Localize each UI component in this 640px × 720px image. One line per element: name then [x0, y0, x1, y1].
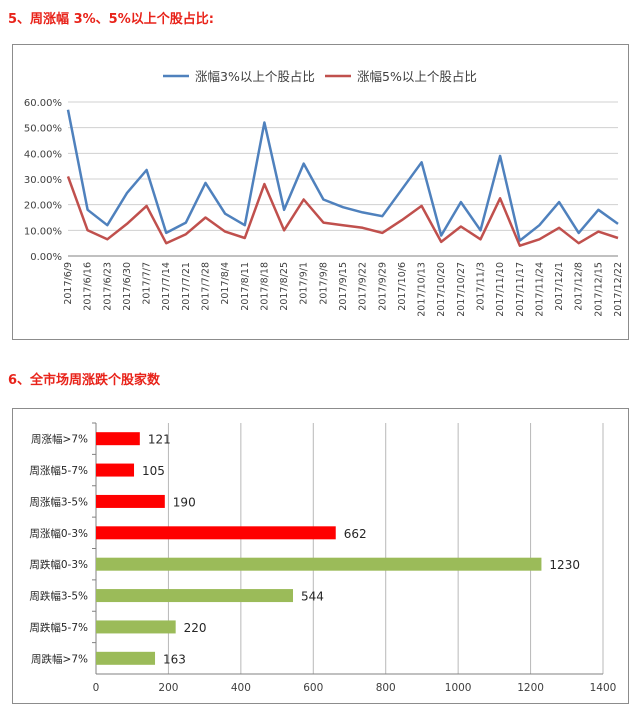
bar	[96, 651, 156, 665]
data-label: 163	[163, 652, 186, 666]
y-tick-label: 周涨幅>7%	[31, 433, 88, 446]
x-tick-label: 2017/9/22	[358, 262, 369, 311]
x-tick-label: 2017/11/24	[534, 262, 545, 317]
data-label: 220	[184, 621, 207, 635]
bar	[96, 526, 336, 540]
x-tick-label: 600	[303, 682, 323, 694]
line-chart: 0.00% 10.00% 20.00% 30.00% 40.00% 50.00% 60.00…	[24, 69, 624, 317]
x-tick-label: 2017/9/29	[377, 262, 388, 311]
x-tick-label: 2017/10/6	[397, 262, 408, 311]
data-label: 662	[344, 527, 367, 541]
line-chart-panel: 0.00% 10.00% 20.00% 30.00% 40.00% 50.00% 60.00…	[12, 44, 629, 340]
bar-chart: 0 200 400 600 800 1000 1200 1400 周涨幅>7% 121 周涨幅5-7…	[29, 422, 617, 694]
x-tick-label: 2017/7/14	[161, 262, 172, 311]
y-tick-label: 40.00%	[24, 149, 62, 160]
y-tick-label: 周跌幅5-7%	[29, 621, 88, 634]
y-tick-label: 周涨幅0-3%	[29, 527, 88, 540]
x-tick-label: 1200	[517, 682, 544, 694]
y-tick-label: 周涨幅5-7%	[29, 464, 88, 477]
x-tick-label: 2017/6/30	[122, 262, 133, 311]
bar	[96, 432, 140, 446]
y-tick-label: 20.00%	[24, 201, 62, 212]
x-tick-label: 400	[231, 682, 251, 694]
x-tick-label: 2017/6/23	[102, 262, 113, 311]
x-tick-label: 2017/7/21	[181, 262, 192, 311]
data-label: 544	[301, 590, 324, 604]
y-tick-label: 周跌幅>7%	[31, 652, 88, 665]
x-tick-label: 800	[376, 682, 396, 694]
x-tick-label: 2017/9/8	[318, 262, 329, 305]
bar	[96, 620, 176, 634]
x-tick-label: 0	[93, 682, 100, 694]
x-tick-label: 2017/12/22	[613, 262, 624, 317]
x-tick-label: 2017/6/16	[83, 262, 94, 311]
x-tick-label: 2017/11/10	[495, 262, 506, 317]
x-tick-label: 1400	[590, 682, 617, 694]
y-tick-label: 60.00%	[24, 98, 62, 109]
series-line-3pct	[66, 109, 619, 242]
x-tick-label: 2017/6/9	[63, 262, 74, 305]
y-tick-label: 50.00%	[24, 124, 62, 135]
x-tick-label: 2017/9/1	[299, 262, 310, 305]
x-tick-label: 2017/7/28	[201, 262, 212, 311]
section-5-heading: 5、周涨幅 3%、5%以上个股占比:	[8, 12, 214, 27]
bar	[96, 463, 135, 477]
x-tick-label: 2017/10/27	[456, 262, 467, 317]
x-tick-label: 2017/10/13	[417, 262, 428, 317]
bar	[96, 589, 294, 603]
y-tick-label: 周跌幅3-5%	[29, 590, 88, 603]
legend-label: 涨幅3%以上个股占比	[195, 69, 315, 84]
data-label: 121	[148, 433, 171, 447]
x-tick-label: 2017/8/18	[259, 262, 270, 311]
x-tick-label: 2017/8/4	[220, 262, 231, 305]
x-tick-label: 2017/12/1	[554, 262, 565, 311]
y-tick-label: 30.00%	[24, 175, 62, 186]
data-label: 1230	[549, 558, 580, 572]
x-tick-label: 2017/9/15	[338, 262, 349, 311]
y-tick-label: 10.00%	[24, 226, 62, 237]
section-6-heading: 6、全市场周涨跌个股家数	[8, 373, 161, 388]
x-tick-label: 2017/11/3	[476, 262, 487, 311]
series-line-5pct	[66, 175, 619, 247]
x-tick-label: 2017/12/15	[593, 262, 604, 317]
data-label: 105	[142, 464, 165, 478]
x-tick-label: 2017/10/20	[436, 262, 447, 317]
x-tick-label: 2017/8/25	[279, 262, 290, 311]
legend-label: 涨幅5%以上个股占比	[357, 69, 477, 84]
x-tick-label: 200	[158, 682, 178, 694]
x-tick-label: 2017/12/8	[574, 262, 585, 311]
x-tick-label: 1000	[445, 682, 472, 694]
x-tick-label: 2017/11/17	[515, 262, 526, 317]
bar	[96, 494, 165, 508]
bar-chart-panel: 0 200 400 600 800 1000 1200 1400 周涨幅>7% 121 周涨幅5-7…	[12, 408, 629, 704]
y-tick-label: 0.00%	[30, 252, 62, 263]
x-tick-label: 2017/7/7	[142, 262, 153, 305]
data-label: 190	[173, 495, 196, 509]
y-tick-label: 周跌幅0-3%	[29, 558, 88, 571]
x-tick-label: 2017/8/11	[240, 262, 251, 311]
bar	[96, 557, 542, 571]
y-tick-label: 周涨幅3-5%	[29, 495, 88, 508]
